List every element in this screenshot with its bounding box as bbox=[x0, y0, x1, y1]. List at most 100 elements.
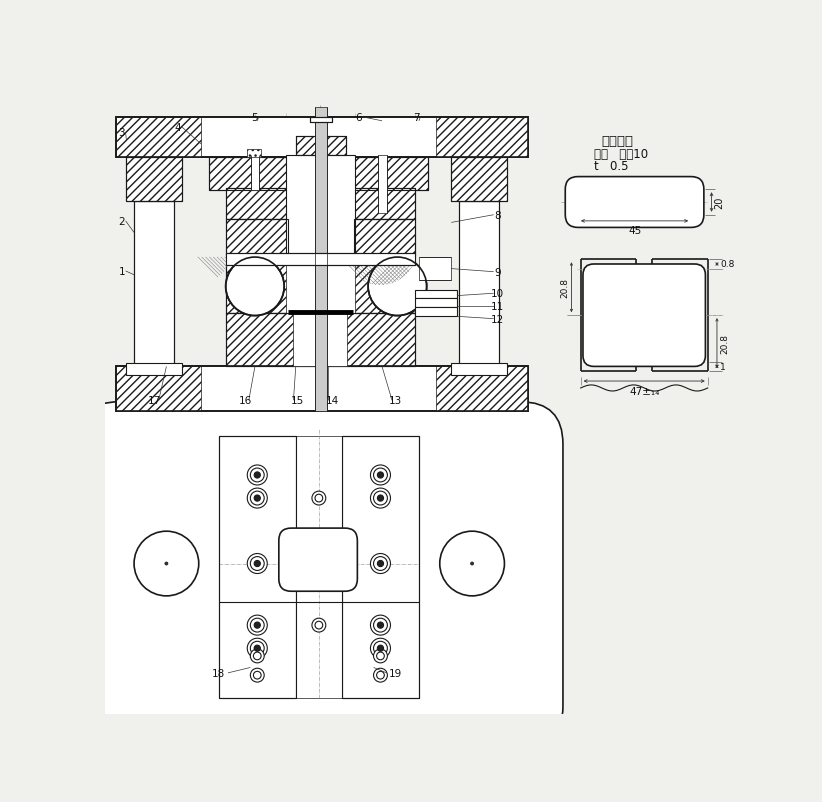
Bar bbox=[227, 265, 288, 313]
Circle shape bbox=[254, 496, 261, 501]
Bar bbox=[127, 158, 182, 201]
Circle shape bbox=[226, 257, 284, 316]
Bar bbox=[117, 118, 529, 158]
Circle shape bbox=[226, 257, 284, 316]
Circle shape bbox=[226, 257, 284, 316]
FancyBboxPatch shape bbox=[76, 403, 563, 748]
Text: 8: 8 bbox=[494, 210, 501, 221]
Circle shape bbox=[226, 257, 284, 316]
Circle shape bbox=[165, 562, 168, 565]
Circle shape bbox=[368, 257, 427, 316]
Circle shape bbox=[226, 257, 284, 316]
Bar bbox=[296, 137, 346, 156]
Bar bbox=[451, 158, 506, 201]
Bar bbox=[219, 437, 296, 699]
Circle shape bbox=[254, 622, 261, 629]
Text: 10: 10 bbox=[491, 289, 504, 299]
Text: 1: 1 bbox=[720, 363, 726, 371]
Bar bbox=[436, 367, 529, 411]
Bar bbox=[227, 188, 299, 219]
Circle shape bbox=[226, 257, 284, 316]
Text: 14: 14 bbox=[326, 395, 339, 406]
Text: t   0.5: t 0.5 bbox=[593, 160, 628, 172]
Bar bbox=[134, 201, 174, 367]
Bar bbox=[419, 257, 451, 281]
Circle shape bbox=[226, 257, 284, 316]
Circle shape bbox=[134, 532, 199, 596]
Circle shape bbox=[247, 488, 267, 508]
Circle shape bbox=[368, 257, 427, 316]
Bar bbox=[353, 265, 415, 313]
Text: 13: 13 bbox=[390, 395, 403, 406]
Circle shape bbox=[226, 257, 284, 316]
Circle shape bbox=[226, 257, 284, 316]
Circle shape bbox=[368, 257, 427, 316]
Circle shape bbox=[368, 257, 427, 316]
Circle shape bbox=[368, 257, 427, 316]
Text: 20: 20 bbox=[713, 196, 724, 209]
Bar bbox=[227, 265, 288, 313]
Circle shape bbox=[226, 257, 284, 316]
Circle shape bbox=[226, 257, 284, 316]
Circle shape bbox=[368, 257, 427, 316]
Circle shape bbox=[251, 668, 264, 683]
Text: 12: 12 bbox=[491, 314, 504, 324]
Circle shape bbox=[368, 257, 427, 316]
Bar bbox=[117, 367, 529, 411]
Circle shape bbox=[226, 257, 284, 316]
Bar bbox=[286, 156, 355, 256]
Circle shape bbox=[373, 649, 387, 663]
Circle shape bbox=[368, 257, 427, 316]
Text: 2: 2 bbox=[118, 217, 125, 227]
Bar bbox=[293, 313, 348, 367]
Text: 18: 18 bbox=[212, 668, 225, 678]
Circle shape bbox=[368, 257, 427, 316]
Bar bbox=[127, 364, 182, 375]
Text: 材料   钐板10: 材料 钐板10 bbox=[593, 148, 648, 160]
Circle shape bbox=[368, 257, 427, 316]
Bar bbox=[342, 188, 415, 219]
Circle shape bbox=[368, 257, 427, 316]
Circle shape bbox=[226, 257, 284, 316]
Circle shape bbox=[368, 257, 427, 316]
Circle shape bbox=[368, 257, 427, 316]
Circle shape bbox=[226, 257, 284, 316]
Circle shape bbox=[247, 615, 267, 635]
Bar bbox=[227, 254, 415, 265]
Bar bbox=[227, 188, 299, 219]
Circle shape bbox=[368, 257, 427, 316]
Circle shape bbox=[226, 257, 284, 316]
Bar bbox=[296, 137, 346, 156]
Circle shape bbox=[368, 257, 427, 316]
FancyBboxPatch shape bbox=[566, 177, 704, 228]
Circle shape bbox=[226, 257, 284, 316]
Text: 4: 4 bbox=[174, 123, 182, 133]
Bar bbox=[415, 298, 458, 308]
Bar bbox=[459, 201, 499, 367]
Circle shape bbox=[226, 257, 284, 316]
Circle shape bbox=[226, 257, 284, 316]
Circle shape bbox=[368, 257, 427, 316]
Circle shape bbox=[226, 257, 284, 316]
Circle shape bbox=[368, 257, 427, 316]
Circle shape bbox=[377, 646, 384, 651]
Circle shape bbox=[251, 649, 264, 663]
Bar bbox=[342, 188, 415, 219]
Bar bbox=[296, 437, 342, 699]
Circle shape bbox=[254, 472, 261, 479]
Bar bbox=[353, 265, 415, 313]
Bar bbox=[353, 219, 415, 256]
Circle shape bbox=[371, 465, 390, 485]
Text: 19: 19 bbox=[390, 668, 403, 678]
Circle shape bbox=[226, 257, 284, 316]
Circle shape bbox=[254, 561, 261, 567]
Bar bbox=[209, 158, 428, 191]
Circle shape bbox=[226, 257, 284, 316]
Circle shape bbox=[226, 257, 284, 316]
Text: 工件简图: 工件简图 bbox=[602, 135, 634, 148]
Bar bbox=[286, 265, 355, 313]
Bar bbox=[117, 367, 529, 411]
Circle shape bbox=[371, 488, 390, 508]
Circle shape bbox=[247, 638, 267, 658]
Bar bbox=[459, 201, 499, 367]
